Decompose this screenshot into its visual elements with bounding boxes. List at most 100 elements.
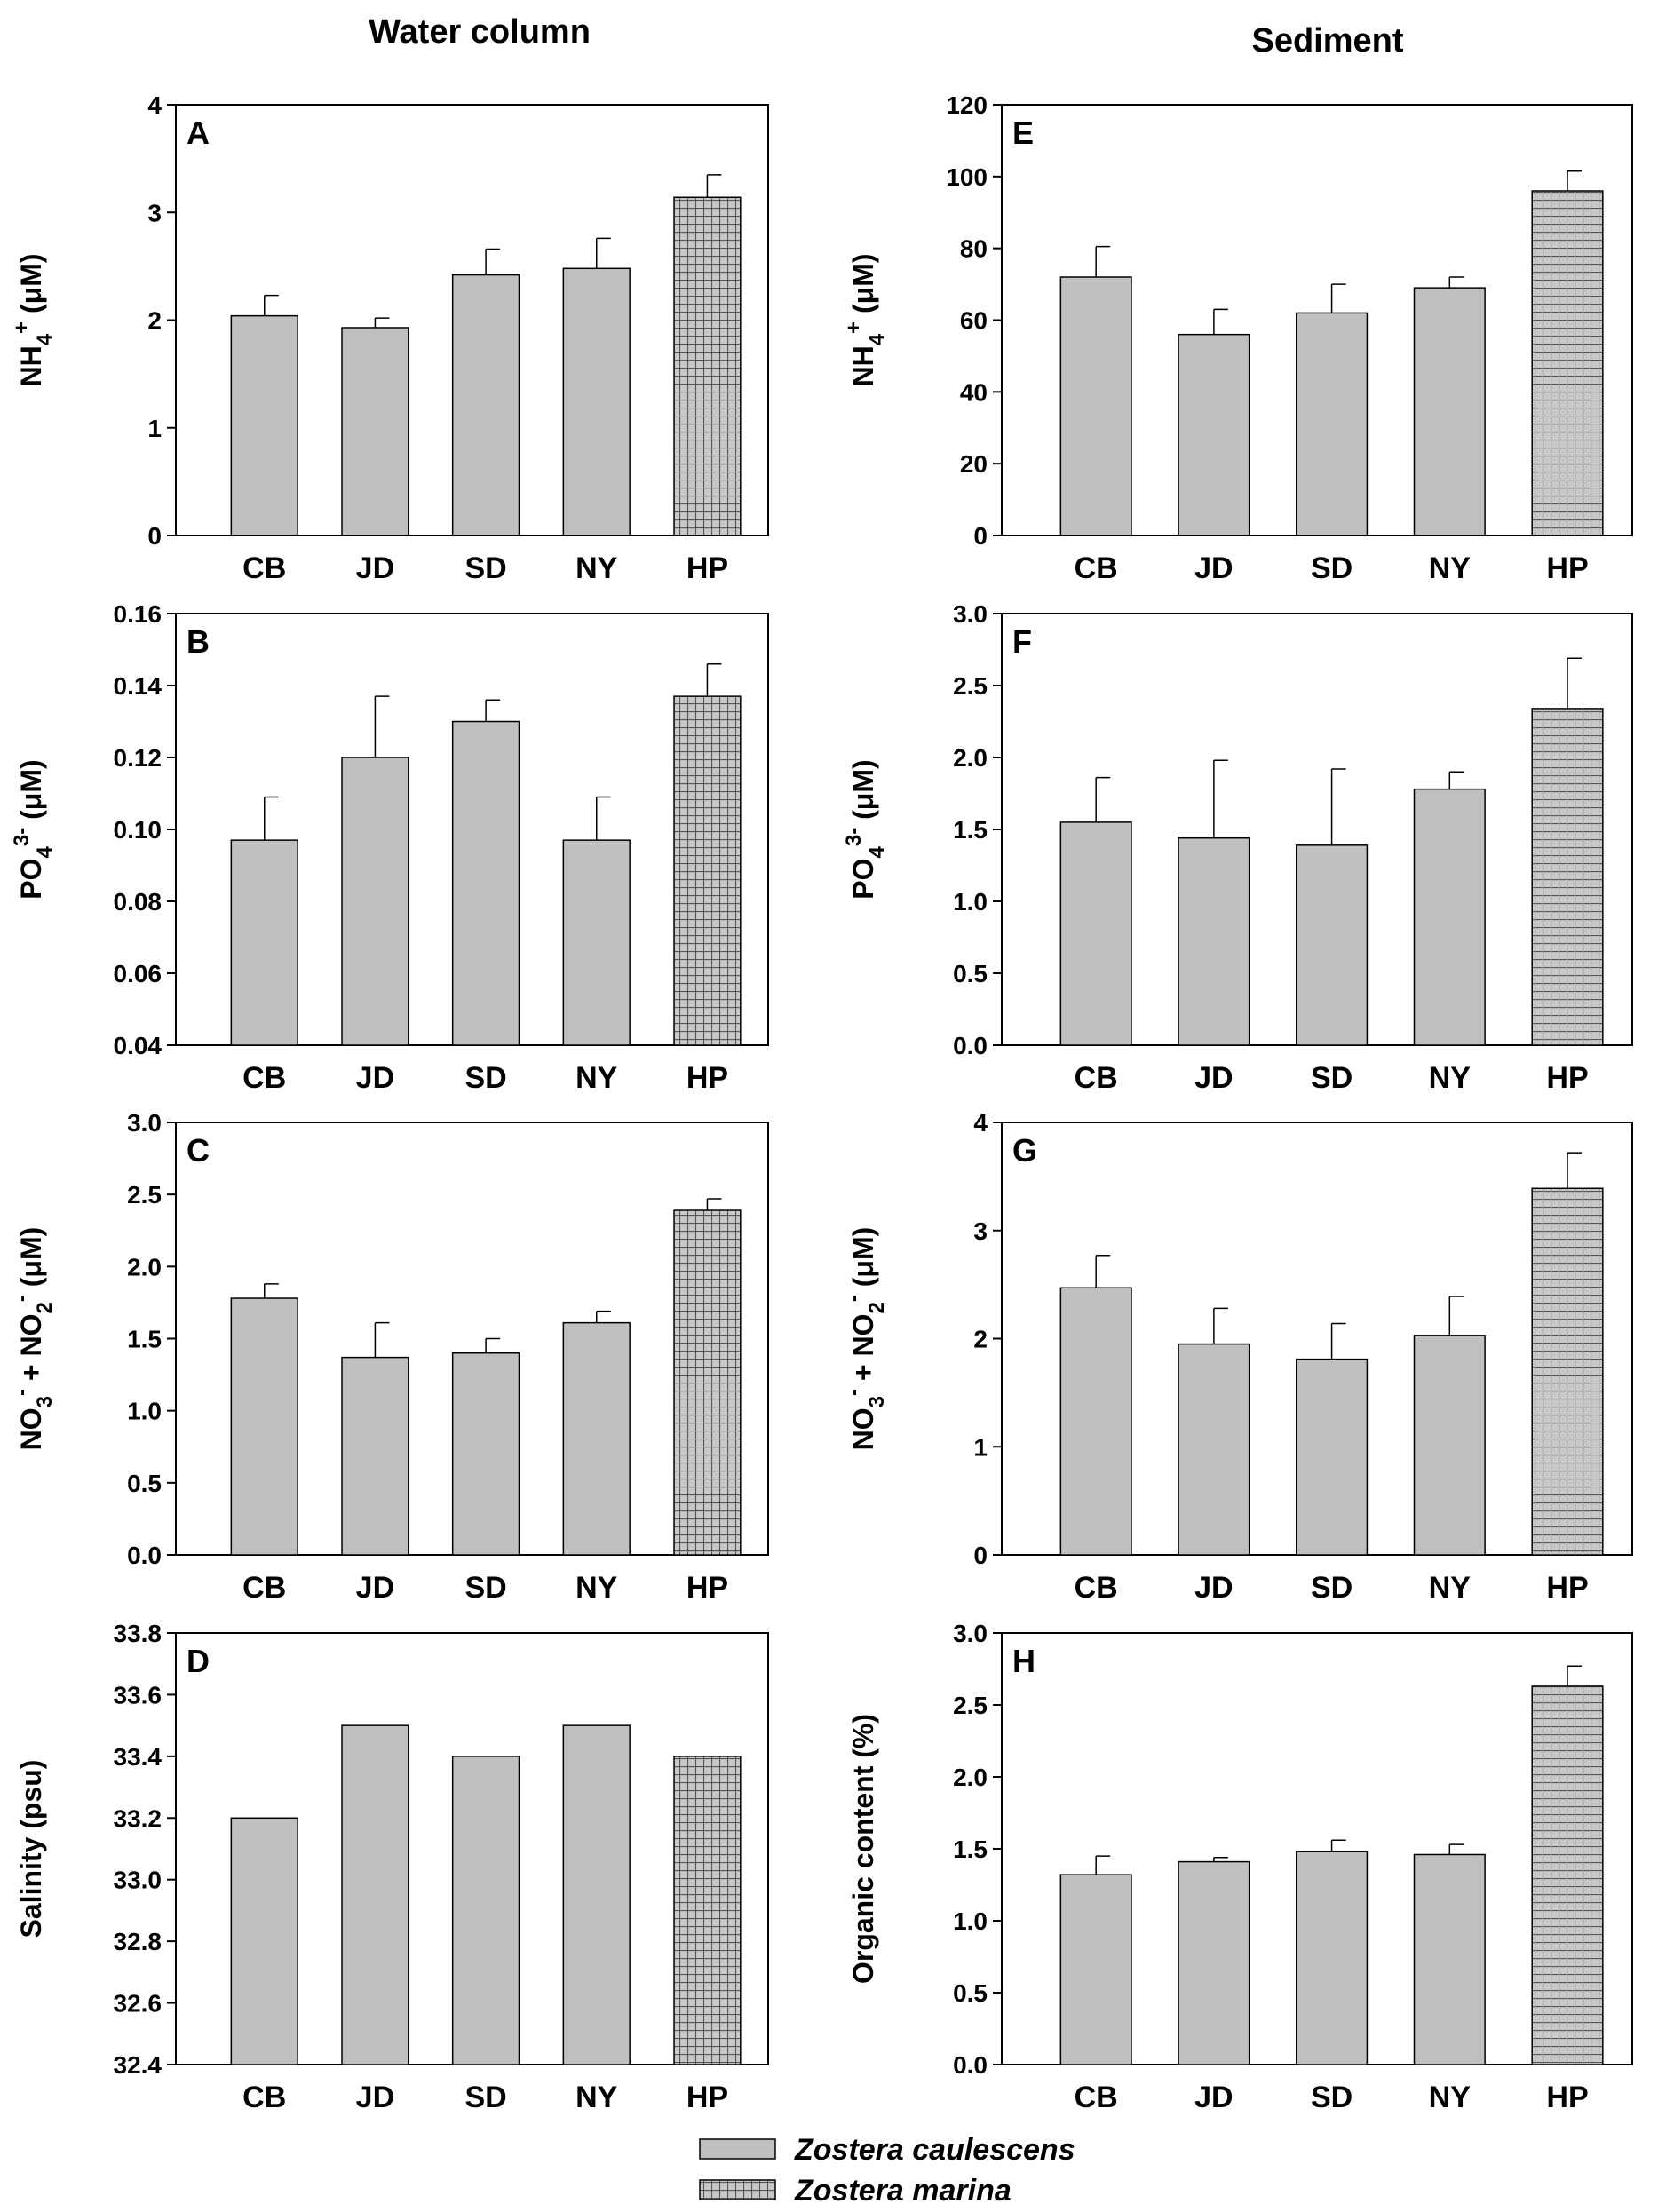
y-tick-label: 0 bbox=[973, 522, 988, 550]
bar-d-jd bbox=[341, 1724, 409, 2065]
panel-letter-b: B bbox=[186, 623, 210, 660]
y-tick-label: 2.5 bbox=[953, 672, 988, 700]
category-label-c-cb: CB bbox=[242, 1571, 286, 1605]
y-tick-label: 1.0 bbox=[953, 1907, 988, 1935]
y-tick-label: 0.0 bbox=[953, 2051, 988, 2079]
category-label-h-jd: JD bbox=[1194, 2081, 1233, 2114]
y-tick-label: 60 bbox=[960, 307, 988, 335]
bar-b-ny bbox=[562, 839, 631, 1046]
y-tick-label: 1 bbox=[147, 415, 162, 442]
bar-f-sd bbox=[1296, 844, 1369, 1046]
bar-b-sd bbox=[451, 720, 520, 1046]
category-label-e-hp: HP bbox=[1546, 551, 1588, 585]
y-axis-label-d: Salinity (psu) bbox=[15, 1760, 47, 1938]
y-axis-label-f: PO43- (μM) bbox=[842, 759, 889, 899]
category-label-b-cb: CB bbox=[242, 1061, 286, 1095]
bar-d-cb bbox=[230, 1817, 298, 2065]
panel-letter-a: A bbox=[186, 115, 210, 151]
y-tick-label: 3.0 bbox=[953, 600, 988, 628]
y-axis-label-h: Organic content (%) bbox=[847, 1714, 879, 1984]
y-tick-label: 32.6 bbox=[114, 1990, 163, 2018]
bar-h-sd bbox=[1296, 1851, 1369, 2065]
panel-d: 32.4 32.6 32.8 33.0 33.2 33.4 33.6 33.8 CB JD SD NY… bbox=[15, 1620, 769, 2114]
y-tick-label: 0 bbox=[973, 1542, 988, 1569]
category-label-a-sd: SD bbox=[464, 551, 506, 585]
bar-b-jd bbox=[341, 757, 409, 1046]
y-axis-label-g: NO3- + NO2- (μM) bbox=[842, 1227, 889, 1451]
bar-g-sd bbox=[1296, 1358, 1369, 1556]
bar-f-hp bbox=[1531, 708, 1604, 1046]
y-tick-label: 100 bbox=[946, 163, 988, 191]
y-tick-label: 0.0 bbox=[953, 1032, 988, 1059]
category-label-h-sd: SD bbox=[1311, 2081, 1353, 2114]
bar-f-cb bbox=[1059, 821, 1132, 1046]
y-tick-label: 2.0 bbox=[953, 744, 988, 772]
bar-a-sd bbox=[451, 274, 520, 536]
category-label-b-jd: JD bbox=[356, 1061, 394, 1095]
bar-b-cb bbox=[230, 839, 298, 1046]
y-tick-label: 40 bbox=[960, 378, 988, 406]
bar-c-sd bbox=[451, 1352, 520, 1556]
y-tick-label: 2.5 bbox=[953, 1692, 988, 1719]
bar-a-hp bbox=[673, 196, 742, 536]
y-tick-label: 0.14 bbox=[114, 672, 163, 700]
y-axis-label-c: NO3- + NO2- (μM) bbox=[10, 1227, 57, 1451]
category-label-a-ny: NY bbox=[575, 551, 618, 585]
panel-e: 0 20 40 60 80 100 120 CB JD SD NY HP E NH4+ (μM) bbox=[842, 91, 1633, 585]
y-tick-label: 0.16 bbox=[114, 600, 163, 628]
y-tick-label: 1.5 bbox=[127, 1326, 162, 1353]
bar-e-hp bbox=[1531, 190, 1604, 536]
legend-label-zostera-caulescens: Zostera caulescens bbox=[794, 2133, 1075, 2167]
bar-f-jd bbox=[1178, 836, 1250, 1046]
category-label-h-hp: HP bbox=[1546, 2081, 1588, 2114]
bar-h-cb bbox=[1059, 1874, 1132, 2065]
bar-a-cb bbox=[230, 314, 298, 536]
category-label-c-sd: SD bbox=[464, 1571, 506, 1605]
category-label-a-jd: JD bbox=[356, 551, 394, 585]
y-tick-label: 1.5 bbox=[953, 1835, 988, 1863]
panel-a: 0 1 2 3 4 CB JD SD NY HP A NH4+ (μM) bbox=[10, 91, 769, 585]
y-tick-label: 1.0 bbox=[953, 888, 988, 916]
category-label-b-hp: HP bbox=[686, 1061, 728, 1095]
bar-c-ny bbox=[562, 1321, 631, 1556]
legend-swatch-zostera-marina bbox=[699, 2179, 776, 2200]
y-tick-label: 0 bbox=[147, 522, 162, 550]
category-label-d-hp: HP bbox=[686, 2081, 728, 2114]
y-tick-label: 2 bbox=[147, 307, 162, 335]
bar-b-hp bbox=[673, 695, 742, 1046]
y-tick-label: 33.0 bbox=[114, 1867, 163, 1894]
panel-letter-h: H bbox=[1012, 1643, 1035, 1679]
panel-g: 0 1 2 3 4 CB JD SD NY HP G NO3- + NO2- (μM) bbox=[842, 1109, 1633, 1605]
bar-c-cb bbox=[230, 1297, 298, 1556]
panel-f: 0.0 0.5 1.0 1.5 2.0 2.5 3.0 CB JD SD NY HP F PO43- (μ… bbox=[842, 600, 1633, 1095]
legend-label-zostera-marina: Zostera marina bbox=[794, 2174, 1012, 2208]
panel-c: 0.0 0.5 1.0 1.5 2.0 2.5 3.0 CB JD SD NY HP C NO3- + N… bbox=[10, 1109, 769, 1605]
bar-c-hp bbox=[673, 1209, 742, 1556]
y-tick-label: 33.6 bbox=[114, 1681, 163, 1709]
y-tick-label: 1.0 bbox=[127, 1398, 162, 1425]
category-label-h-cb: CB bbox=[1075, 2081, 1118, 2114]
category-label-f-sd: SD bbox=[1311, 1061, 1353, 1095]
y-tick-label: 33.2 bbox=[114, 1804, 163, 1832]
category-label-h-ny: NY bbox=[1429, 2081, 1472, 2114]
y-tick-label: 0.04 bbox=[114, 1032, 163, 1059]
category-label-e-sd: SD bbox=[1311, 551, 1353, 585]
y-tick-label: 1.5 bbox=[953, 816, 988, 844]
bar-d-sd bbox=[451, 1756, 520, 2065]
y-tick-label: 33.8 bbox=[114, 1620, 163, 1647]
y-tick-label: 3 bbox=[973, 1217, 988, 1245]
category-label-c-jd: JD bbox=[356, 1571, 394, 1605]
category-label-d-jd: JD bbox=[356, 2081, 394, 2114]
category-label-g-jd: JD bbox=[1194, 1571, 1233, 1605]
y-tick-label: 32.8 bbox=[114, 1928, 163, 1955]
bar-g-hp bbox=[1531, 1187, 1604, 1556]
legend: Zostera caulescens Zostera marina bbox=[699, 2133, 1075, 2208]
bar-e-cb bbox=[1059, 276, 1132, 536]
y-tick-label: 1 bbox=[973, 1433, 988, 1461]
y-axis-label-b: PO43- (μM) bbox=[10, 759, 57, 899]
category-label-b-ny: NY bbox=[575, 1061, 618, 1095]
y-tick-label: 20 bbox=[960, 450, 988, 478]
bar-e-jd bbox=[1178, 333, 1250, 536]
y-tick-label: 0.12 bbox=[114, 744, 163, 772]
category-label-g-cb: CB bbox=[1075, 1571, 1118, 1605]
